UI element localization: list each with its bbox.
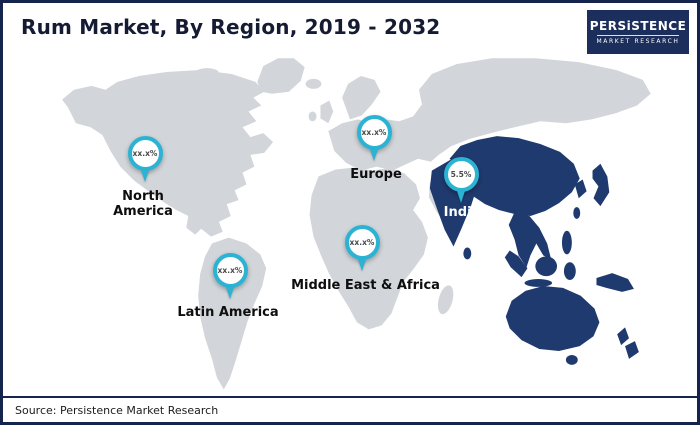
world-map	[62, 58, 651, 390]
highlight-australia	[505, 285, 600, 352]
label-europe: Europe	[350, 167, 402, 182]
arctic-island	[229, 81, 246, 90]
pin-badge-latin-america: xx.x%	[212, 253, 248, 288]
pin-stem-icon	[457, 191, 465, 203]
pin-badge-north-america: xx.x%	[127, 136, 163, 171]
pin-value-middle-east-africa: xx.x%	[349, 238, 375, 247]
highlight-japan	[592, 163, 610, 207]
iceland	[305, 78, 322, 89]
highlight-sri-lanka	[463, 247, 472, 260]
scandinavia	[342, 75, 381, 120]
eurasia	[328, 58, 651, 171]
pin-value-india: 5.5%	[450, 170, 472, 179]
pin-badge-europe: xx.x%	[356, 115, 392, 150]
pin-badge-india: 5.5%	[443, 157, 479, 192]
highlight-new-zealand	[617, 327, 639, 359]
label-india: India	[443, 205, 481, 220]
highlight-indochina	[508, 212, 552, 268]
highlight-java	[524, 279, 553, 287]
brand-logo-name: PERSiSTENCE	[589, 19, 687, 33]
highlight-borneo	[535, 256, 558, 277]
highlight-sulawesi	[563, 262, 576, 281]
map-pin-latin-america: xx.x%	[210, 253, 250, 299]
highlight-new-guinea	[596, 273, 634, 292]
label-north-america: North America	[113, 189, 173, 219]
madagascar	[437, 285, 454, 315]
pin-stem-icon	[370, 149, 378, 161]
map-pin-middle-east-africa: xx.x%	[342, 225, 382, 271]
highlight-philippines	[561, 230, 572, 255]
continent-north-america	[62, 70, 274, 237]
map-pin-europe: xx.x%	[354, 115, 394, 161]
label-latin-america: Latin America	[177, 305, 279, 320]
pin-value-latin-america: xx.x%	[217, 266, 243, 275]
greenland	[257, 58, 305, 94]
pin-stem-icon	[141, 170, 149, 182]
page-title: Rum Market, By Region, 2019 - 2032	[21, 15, 441, 39]
highlight-taiwan	[573, 207, 581, 219]
pin-value-europe: xx.x%	[361, 128, 387, 137]
arctic-island	[163, 76, 186, 87]
brand-logo: PERSiSTENCE MARKET RESEARCH	[587, 10, 689, 54]
highlight-china-east-asia	[449, 136, 580, 216]
pin-value-north-america: xx.x%	[132, 149, 158, 158]
ireland	[308, 111, 317, 122]
pin-badge-middle-east-africa: xx.x%	[344, 225, 380, 260]
pin-stem-icon	[226, 287, 234, 299]
label-middle-east-africa: Middle East & Africa	[291, 278, 440, 293]
pin-stem-icon	[358, 259, 366, 271]
source-text: Source: Persistence Market Research	[15, 403, 219, 417]
british-isles	[320, 100, 334, 124]
map-pin-north-america: xx.x%	[125, 136, 165, 182]
highlight-tasmania	[565, 354, 578, 365]
map-pin-india: 5.5%	[441, 157, 481, 203]
brand-logo-subtitle: MARKET RESEARCH	[596, 35, 680, 45]
highlight-korea	[574, 179, 587, 199]
source-bar: Source: Persistence Market Research	[3, 396, 697, 422]
arctic-island	[195, 68, 219, 78]
highlight-sumatra	[504, 250, 528, 278]
